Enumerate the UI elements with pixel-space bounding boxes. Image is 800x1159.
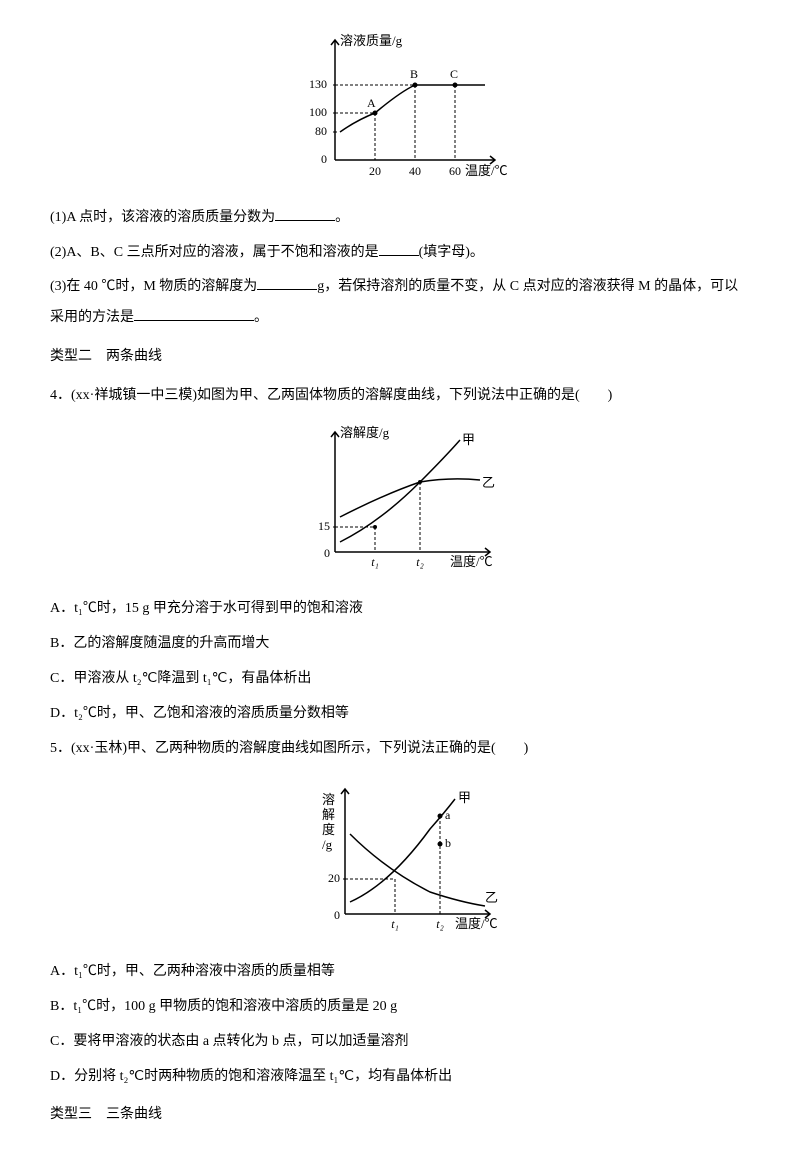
svg-text:解: 解 bbox=[322, 807, 335, 822]
q1-part1: (1)A 点时，该溶液的溶质质量分数为 。 bbox=[50, 203, 750, 234]
svg-text:甲: 甲 bbox=[462, 432, 475, 447]
svg-text:溶解度/g: 溶解度/g bbox=[340, 425, 390, 440]
section-3-title: 类型三 三条曲线 bbox=[50, 1100, 750, 1131]
svg-text:40: 40 bbox=[409, 164, 421, 178]
q1-part3: (3)在 40 ℃时，M 物质的溶解度为g，若保持溶剂的质量不变，从 C 点对应… bbox=[50, 272, 750, 334]
svg-text:温度/℃: 温度/℃ bbox=[465, 163, 508, 178]
svg-text:20: 20 bbox=[369, 164, 381, 178]
svg-text:t₂: t₂ bbox=[436, 917, 444, 931]
svg-text:t₂: t₂ bbox=[416, 555, 424, 569]
q1-part2: (2)A、B、C 三点所对应的溶液，属于不饱和溶液的是 (填字母)。 bbox=[50, 238, 750, 269]
svg-text:0: 0 bbox=[321, 152, 327, 166]
blank-1[interactable] bbox=[275, 205, 335, 221]
q1-part1-end: 。 bbox=[335, 210, 349, 225]
svg-text:t₁: t₁ bbox=[391, 917, 399, 931]
svg-text:C: C bbox=[450, 67, 458, 81]
svg-text:130: 130 bbox=[309, 77, 327, 91]
svg-text:t₁: t₁ bbox=[371, 555, 379, 569]
svg-text:溶液质量/g: 溶液质量/g bbox=[340, 33, 403, 48]
svg-text:0: 0 bbox=[324, 546, 330, 560]
q5-stem: 5．(xx·玉林)甲、乙两种物质的溶解度曲线如图所示，下列说法正确的是( ) bbox=[50, 734, 750, 765]
q1-part3c: 。 bbox=[254, 310, 268, 325]
q1-part1-text: (1)A 点时，该溶液的溶质质量分数为 bbox=[50, 210, 275, 225]
q4-option-b[interactable]: B．乙的溶解度随温度的升高而增大 bbox=[50, 629, 750, 660]
q5-option-d[interactable]: D．分别将 t₂℃时两种物质的饱和溶液降温至 t₁℃，均有晶体析出 bbox=[50, 1062, 750, 1093]
q4-stem: 4．(xx·祥城镇一中三模)如图为甲、乙两固体物质的溶解度曲线，下列说法中正确的… bbox=[50, 381, 750, 412]
q4-option-c[interactable]: C．甲溶液从 t₂℃降温到 t₁℃，有晶体析出 bbox=[50, 664, 750, 695]
svg-text:B: B bbox=[410, 67, 418, 81]
chart1-svg: 0 80 100 130 20 40 60 A B C 溶液质量/g 温度/℃ bbox=[285, 30, 515, 180]
svg-text:a: a bbox=[445, 808, 451, 822]
svg-text:60: 60 bbox=[449, 164, 461, 178]
svg-text:度: 度 bbox=[322, 822, 335, 837]
blank-2[interactable] bbox=[379, 240, 419, 256]
blank-4[interactable] bbox=[134, 305, 254, 321]
svg-text:甲: 甲 bbox=[458, 790, 471, 805]
section-2-title: 类型二 两条曲线 bbox=[50, 342, 750, 373]
chart-1: 0 80 100 130 20 40 60 A B C 溶液质量/g 温度/℃ bbox=[50, 30, 750, 193]
svg-text:15: 15 bbox=[318, 519, 330, 533]
svg-text:温度/℃: 温度/℃ bbox=[455, 916, 498, 931]
svg-text:乙: 乙 bbox=[485, 890, 498, 905]
svg-text:100: 100 bbox=[309, 105, 327, 119]
q5-option-c[interactable]: C．要将甲溶液的状态由 a 点转化为 b 点，可以加适量溶剂 bbox=[50, 1027, 750, 1058]
svg-text:80: 80 bbox=[315, 124, 327, 138]
q5-option-b[interactable]: B．t₁℃时，100 g 甲物质的饱和溶液中溶质的质量是 20 g bbox=[50, 992, 750, 1023]
q1-part3a: (3)在 40 ℃时，M 物质的溶解度为 bbox=[50, 279, 257, 294]
chart-2: 0 15 甲 乙 t₁ t₂ 溶解度/g 温度/℃ bbox=[50, 422, 750, 585]
q1-part2-text: (2)A、B、C 三点所对应的溶液，属于不饱和溶液的是 bbox=[50, 245, 379, 260]
q4-option-d[interactable]: D．t₂℃时，甲、乙饱和溶液的溶质质量分数相等 bbox=[50, 699, 750, 730]
svg-text:A: A bbox=[367, 96, 376, 110]
svg-text:/g: /g bbox=[322, 837, 333, 852]
q4-option-a[interactable]: A．t₁℃时，15 g 甲充分溶于水可得到甲的饱和溶液 bbox=[50, 594, 750, 625]
svg-text:b: b bbox=[445, 836, 451, 850]
q5-option-a[interactable]: A．t₁℃时，甲、乙两种溶液中溶质的质量相等 bbox=[50, 957, 750, 988]
svg-text:20: 20 bbox=[328, 871, 340, 885]
svg-text:温度/℃: 温度/℃ bbox=[450, 554, 493, 569]
blank-3[interactable] bbox=[257, 274, 317, 290]
svg-text:乙: 乙 bbox=[482, 475, 495, 490]
svg-text:0: 0 bbox=[334, 908, 340, 922]
chart2-svg: 0 15 甲 乙 t₁ t₂ 溶解度/g 温度/℃ bbox=[290, 422, 510, 572]
chart3-svg: 0 20 甲 乙 a b t₁ t₂ 溶 解 度 /g 温度/℃ bbox=[290, 774, 510, 934]
svg-text:溶: 溶 bbox=[322, 792, 335, 807]
chart-3: 0 20 甲 乙 a b t₁ t₂ 溶 解 度 /g 温度/℃ bbox=[50, 774, 750, 947]
q1-part2-end: (填字母)。 bbox=[419, 245, 484, 260]
